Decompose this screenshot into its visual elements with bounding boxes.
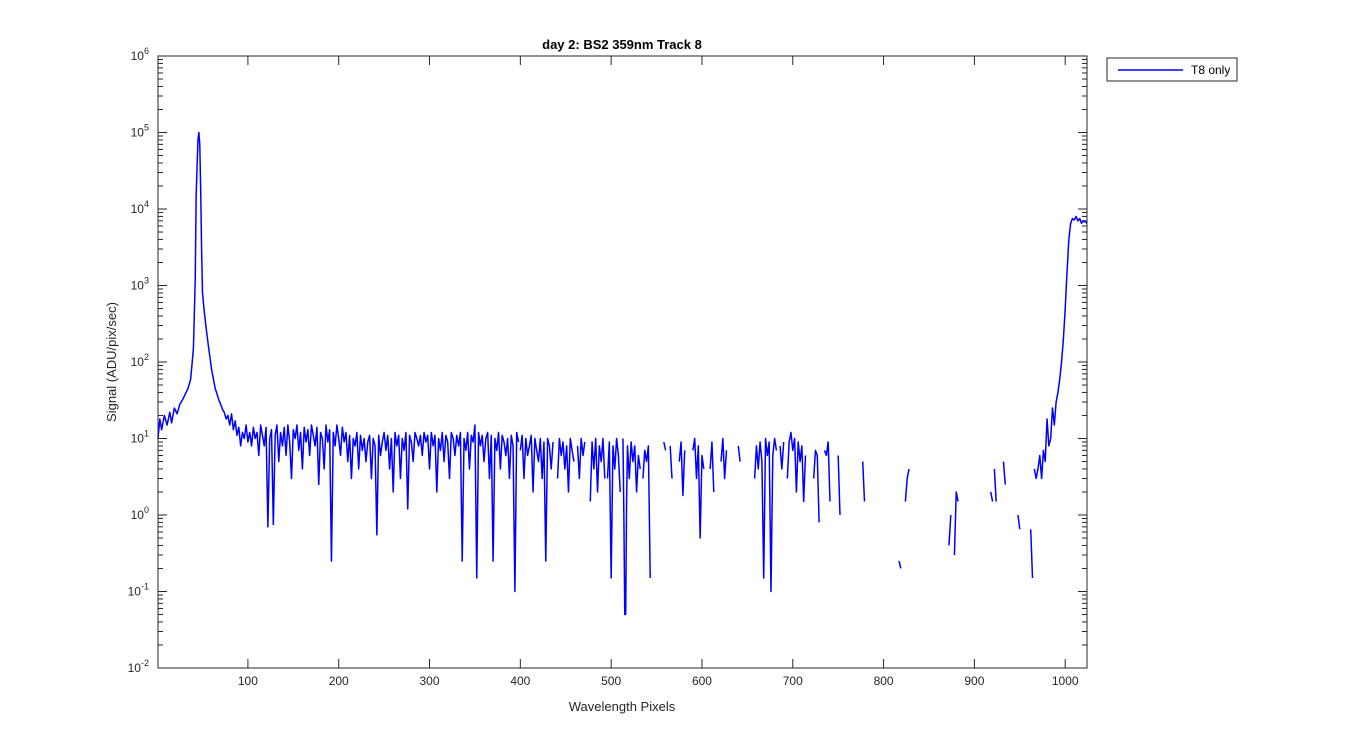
series-line-segment — [861, 461, 866, 502]
x-tick-label: 800 — [874, 674, 894, 688]
series-line-segment — [589, 437, 606, 502]
y-axis-label: Signal (ADU/pix/sec) — [104, 302, 119, 422]
x-tick-label: 1000 — [1052, 674, 1079, 688]
y-tick-label: 105 — [131, 123, 149, 140]
series-line-segment — [157, 131, 520, 593]
series-line-segment — [669, 445, 673, 479]
x-tick-label: 300 — [420, 674, 440, 688]
series-line-segment — [556, 437, 575, 493]
plot-area-background — [158, 56, 1087, 668]
series-line-segment — [898, 560, 902, 569]
series-line-segment — [642, 445, 651, 579]
x-tick-label: 500 — [601, 674, 621, 688]
series-line-segment — [519, 434, 554, 562]
series-line-segment — [720, 437, 728, 480]
series-line-segment — [812, 449, 820, 523]
series-line-segment — [904, 468, 910, 502]
series-line-segment — [1002, 461, 1007, 485]
series-line-segment — [753, 437, 778, 593]
series-line-segment — [990, 491, 994, 502]
series-line-segment — [993, 468, 997, 502]
x-axis: 100 200 300 400 500 600 700 800 900 1000 — [238, 56, 1079, 688]
series-line-segment — [948, 514, 952, 546]
legend: T8 only — [1106, 57, 1238, 82]
series-line-segment — [823, 441, 831, 502]
series-line-segment — [1017, 514, 1021, 530]
series-line-segment — [692, 437, 705, 539]
y-tick-label: 101 — [131, 429, 149, 446]
series-line-segment — [576, 437, 586, 480]
series-line-segment — [663, 441, 667, 451]
x-tick-label: 900 — [964, 674, 984, 688]
x-tick-label: 400 — [510, 674, 530, 688]
series-line-segment — [606, 437, 621, 579]
y-tick-label: 103 — [131, 276, 149, 293]
x-tick-label: 700 — [783, 674, 803, 688]
series-line-segment — [1033, 215, 1088, 480]
x-tick-label: 200 — [329, 674, 349, 688]
series-lines — [157, 131, 1088, 616]
y-tick-label: 10-2 — [128, 658, 149, 675]
legend-label: T8 only — [1191, 63, 1230, 77]
plot-frame — [157, 55, 1088, 669]
chart-title: day 2: BS2 359nm Track 8 — [542, 37, 702, 52]
x-tick-label: 100 — [238, 674, 258, 688]
x-tick-label: 600 — [692, 674, 712, 688]
series-line-segment — [678, 441, 686, 497]
series-line-segment — [953, 491, 959, 556]
series-line-segment — [837, 455, 841, 516]
y-tick-label: 106 — [131, 46, 149, 63]
series-line-segment — [622, 438, 641, 616]
y-tick-label: 100 — [131, 505, 149, 522]
y-tick-label: 102 — [131, 352, 149, 369]
y-tick-label: 104 — [131, 199, 149, 216]
series-line-segment — [1029, 529, 1034, 579]
x-axis-label: Wavelength Pixels — [569, 699, 676, 714]
series-line-segment — [786, 431, 807, 503]
series-line-segment — [779, 441, 785, 470]
y-tick-label: 10-1 — [128, 582, 149, 599]
series-line-segment — [737, 445, 741, 462]
series-line-segment — [709, 441, 715, 492]
